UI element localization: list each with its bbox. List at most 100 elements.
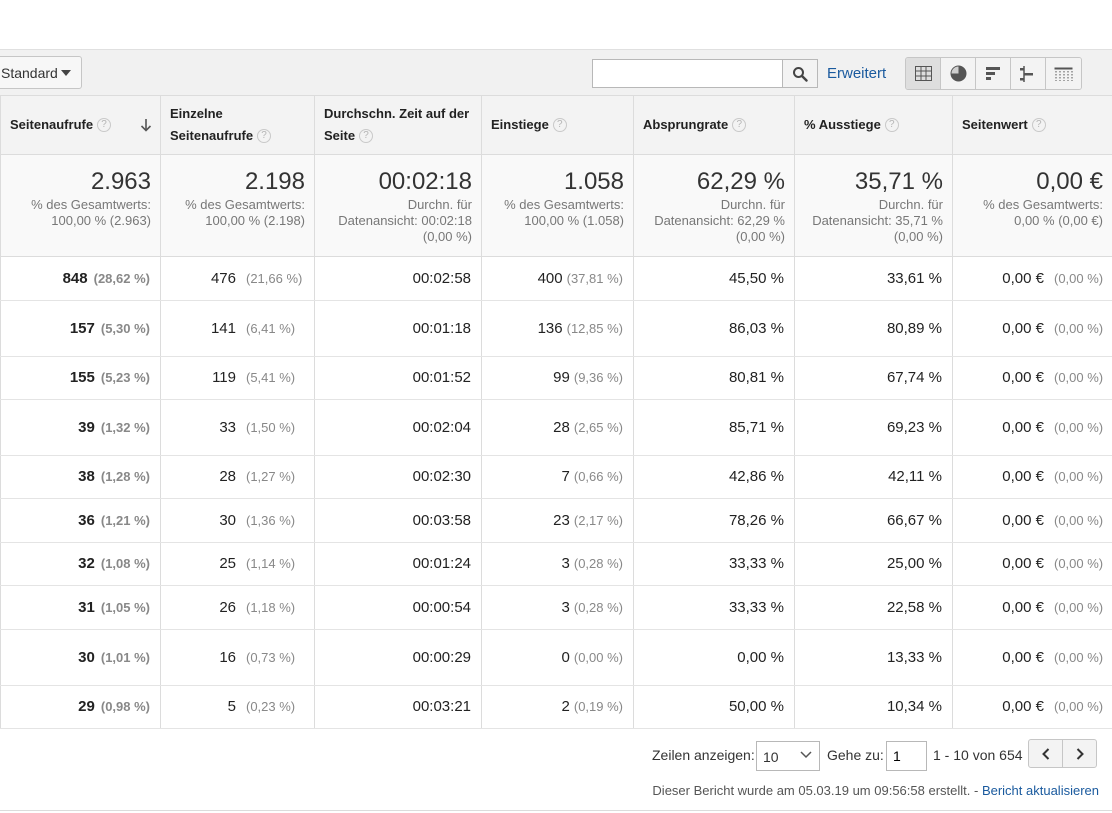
table-row[interactable]: 848 (28,62 %) 476 (21,66 %) 00:02:58 400 (37,8…: [0, 256, 1112, 301]
table-cell: 00:01:18: [314, 300, 482, 357]
rows-per-page-select[interactable]: 10: [756, 741, 820, 771]
summary-cell: 2.963% des Gesamtwerts: 100,00 % (2.963): [0, 154, 161, 257]
summary-cell: 0,00 €% des Gesamtwerts: 0,00 % (0,00 €): [952, 154, 1112, 257]
pageviews-percent: (5,23 %): [100, 370, 150, 385]
table-cell: 50,00 %: [633, 685, 795, 729]
table-cell: 25 (1,14 %): [160, 542, 315, 586]
table-cell: 0,00 € (0,00 %): [952, 256, 1112, 301]
summary-cell: 62,29 % Durchn. für Datenansicht: 62,29 %(…: [633, 154, 795, 257]
search-button[interactable]: [782, 59, 818, 88]
refresh-report-link[interactable]: Bericht aktualisieren: [981, 783, 1099, 798]
comparison-view-button[interactable]: [1011, 58, 1046, 89]
view-select[interactable]: Standard: [0, 56, 82, 89]
help-icon[interactable]: ?: [732, 118, 747, 133]
summary-value: 2.963: [90, 167, 151, 195]
table-cell: 29 (0,98 %): [0, 685, 161, 729]
help-icon[interactable]: ?: [359, 129, 374, 144]
rows-label: Zeilen anzeigen:: [652, 747, 755, 763]
page-value-percent: (0,00 %): [1054, 469, 1104, 484]
bounce-rate-value: 45,50 %: [728, 269, 784, 287]
table-cell: 0,00 € (0,00 %): [952, 399, 1112, 456]
entrances-percent: (12,85 %): [566, 320, 623, 336]
entrances-value: 28: [553, 418, 570, 436]
table-cell: 31 (1,05 %): [0, 585, 161, 630]
table-row[interactable]: 38 (1,28 %) 28 (1,27 %) 00:02:30 7 (0,66 %) 42,…: [0, 455, 1112, 499]
pivot-view-button[interactable]: [1046, 58, 1081, 89]
table-row[interactable]: 32 (1,08 %) 25 (1,14 %) 00:01:24 3 (0,28 %) 33,…: [0, 542, 1112, 586]
table-row[interactable]: 31 (1,05 %) 26 (1,18 %) 00:00:54 3 (0,28 %) 33,…: [0, 585, 1112, 630]
column-header-unique-pageviews[interactable]: Einzelne Seitenaufrufe?: [160, 96, 315, 155]
entrances-value: 23: [553, 511, 570, 529]
table-cell: 00:01:52: [314, 356, 482, 400]
table-cell: 26 (1,18 %): [160, 585, 315, 630]
table-cell: 00:01:24: [314, 542, 482, 586]
entrances-value: 3: [561, 555, 570, 572]
help-icon[interactable]: ?: [552, 118, 567, 133]
table-cell: 42,11 %: [794, 455, 953, 499]
pageviews-percent: (1,28 %): [100, 469, 150, 484]
unique-pageviews-percent: (0,73 %): [246, 649, 296, 665]
page-value-percent: (0,00 %): [1054, 649, 1104, 665]
page-value-percent: (0,00 %): [1054, 599, 1104, 615]
bounce-rate-value: 33,33 %: [728, 555, 784, 572]
help-icon[interactable]: ?: [97, 118, 112, 133]
table-cell: 3 (0,28 %): [481, 585, 634, 630]
table-cell: 28 (2,65 %): [481, 399, 634, 456]
table-cell: 78,26 %: [633, 498, 795, 543]
table-view-button[interactable]: [906, 58, 941, 89]
column-header-avg-time[interactable]: Durchschn. Zeit auf der Seite?: [314, 96, 482, 155]
next-page-button[interactable]: [1063, 740, 1096, 767]
column-header-exit-rate[interactable]: % Ausstiege?: [794, 96, 953, 155]
table-cell: 00:03:58: [314, 498, 482, 543]
pageviews-percent: (1,08 %): [100, 556, 150, 571]
table-cell: 157 (5,30 %): [0, 300, 161, 357]
avg-time-value: 00:03:21: [412, 698, 471, 715]
column-header-entrances[interactable]: Einstiege?: [481, 96, 634, 155]
unique-pageviews-percent: (5,41 %): [246, 370, 296, 385]
pageviews-value: 157: [69, 319, 95, 337]
avg-time-value: 00:00:54: [412, 598, 471, 616]
table-cell: 80,89 %: [794, 300, 953, 357]
entrances-value: 0: [561, 648, 570, 666]
previous-page-button[interactable]: [1029, 740, 1063, 767]
table-row[interactable]: 29 (0,98 %) 5 (0,23 %) 00:03:21 2 (0,19 %) 50,0…: [0, 685, 1112, 729]
report-toolbar: Standard Erweitert: [0, 49, 1112, 96]
pageviews-percent: (0,98 %): [100, 699, 150, 714]
pie-chart-icon: [950, 65, 966, 82]
table-cell: 39 (1,32 %): [0, 399, 161, 456]
page-navigation: [1028, 739, 1097, 768]
column-header-pageviews[interactable]: Seitenaufrufe?: [0, 96, 161, 155]
table-search-input[interactable]: [592, 59, 783, 88]
table-cell: 99 (9,36 %): [481, 356, 634, 400]
help-icon[interactable]: ?: [1031, 118, 1046, 133]
performance-view-button[interactable]: [976, 58, 1011, 89]
column-header-page-value[interactable]: Seitenwert?: [952, 96, 1112, 155]
summary-cell: 2.198% des Gesamtwerts: 100,00 % (2.198): [160, 154, 315, 257]
report-generated-note: Dieser Bericht wurde am 05.03.19 um 09:5…: [652, 783, 979, 798]
goto-label: Gehe zu:: [827, 747, 884, 763]
help-icon[interactable]: ?: [884, 118, 899, 133]
column-header-bounce-rate[interactable]: Absprungrate?: [633, 96, 795, 155]
performance-bar-icon: [986, 67, 1000, 80]
pie-view-button[interactable]: [941, 58, 976, 89]
advanced-filter-link[interactable]: Erweitert: [827, 65, 887, 82]
help-icon[interactable]: ?: [257, 129, 272, 144]
sort-descending-icon[interactable]: [140, 118, 152, 132]
table-row[interactable]: 39 (1,32 %) 33 (1,50 %) 00:02:04 28 (2,65 %) 85…: [0, 399, 1112, 456]
divider: [0, 810, 1112, 811]
table-row[interactable]: 155 (5,23 %) 119 (5,41 %) 00:01:52 99 (9,36 %)…: [0, 356, 1112, 400]
table-row[interactable]: 36 (1,21 %) 30 (1,36 %) 00:03:58 23 (2,17 %) 78…: [0, 498, 1112, 543]
page-value-percent: (0,00 %): [1054, 320, 1104, 336]
report-table: Seitenaufrufe? Einzelne Seitenaufrufe? D…: [0, 96, 1112, 729]
pageviews-percent: (1,01 %): [100, 649, 150, 665]
column-header-label: Einstiege: [491, 116, 549, 132]
goto-page-input[interactable]: [886, 741, 927, 771]
table-row[interactable]: 157 (5,30 %) 141 (6,41 %) 00:01:18 136 (12,85 …: [0, 300, 1112, 357]
entrances-value: 2: [561, 698, 570, 715]
table-cell: 42,86 %: [633, 455, 795, 499]
pageviews-value: 38: [78, 468, 95, 485]
column-header-label: Einzelne Seitenaufrufe: [170, 105, 254, 143]
entrances-percent: (9,36 %): [573, 370, 623, 385]
avg-time-value: 00:01:24: [412, 555, 471, 572]
table-row[interactable]: 30 (1,01 %) 16 (0,73 %) 00:00:29 0 (0,00 %) 0,0…: [0, 629, 1112, 686]
